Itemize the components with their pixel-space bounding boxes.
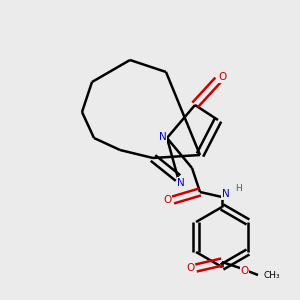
Text: O: O	[187, 263, 195, 273]
Text: H: H	[235, 184, 242, 193]
Text: N: N	[159, 131, 167, 142]
Text: O: O	[218, 72, 226, 82]
Text: O: O	[164, 195, 172, 205]
Text: CH₃: CH₃	[263, 271, 280, 280]
Text: O: O	[240, 266, 249, 276]
Text: N: N	[222, 189, 230, 199]
Text: N: N	[177, 178, 185, 188]
